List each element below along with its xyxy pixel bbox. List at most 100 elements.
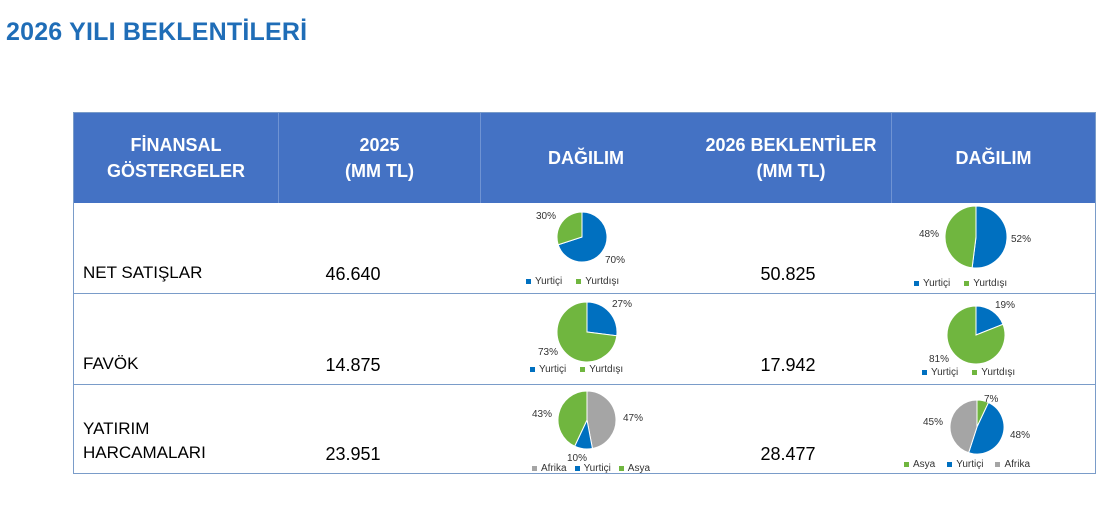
pie-chart-net-sales-2026 (944, 205, 1008, 269)
header-2026: 2026 BEKLENTİLER (MM TL) (705, 135, 877, 181)
page-title: 2026 YILI BEKLENTİLERİ (6, 18, 308, 46)
header-distribution-2026: DAĞILIM (955, 148, 1032, 168)
table-row-capex: YATIRIM HARCAMALARI 23.951 28.477 47% 10… (74, 385, 1095, 474)
pie-slice-yurtici (586, 301, 618, 337)
header-2025: 2025 (MM TL) (345, 135, 414, 181)
pct-label-yurtdisi: 73% (538, 347, 559, 358)
legend-item-asya: Asya (904, 459, 935, 470)
legend-item-yurtici: Yurtiçi (526, 276, 562, 287)
legend-swatch (947, 462, 953, 467)
pie-chart-ebitda-2025 (556, 301, 618, 363)
legend-label: Asya (913, 459, 936, 470)
legend-label: Yurtdışı (589, 364, 624, 375)
legend-swatch (914, 281, 919, 286)
value-2026: 50.825 (760, 264, 816, 284)
legend-label: Yurtiçi (539, 364, 567, 375)
pie-slice-yurtdisi (944, 205, 977, 269)
pct-label-yurtici: 27% (612, 299, 633, 310)
legend-swatch (618, 466, 624, 471)
pct-label-afrika: 45% (923, 417, 944, 428)
pie-slice-asya (557, 390, 588, 447)
legend-swatch (964, 281, 970, 286)
pct-label-asya: 43% (532, 409, 553, 420)
value-2026: 28.477 (760, 444, 816, 464)
pct-label-yurtdisi: 48% (919, 229, 940, 240)
pct-label-afrika: 47% (623, 413, 644, 424)
pie-slice-yurtici (968, 401, 1005, 455)
legend-label: Yurtdışı (973, 278, 1008, 289)
table-row-net-sales: NET SATIŞLAR 46.640 50.825 30% 70% Yurti… (74, 203, 1095, 294)
legend-label: Yurtiçi (583, 463, 611, 474)
legend-swatch (904, 462, 909, 467)
legend-label: Yurtiçi (923, 278, 951, 289)
legend-swatch (576, 279, 582, 284)
legend-item-yurtici: Yurtiçi (530, 364, 566, 375)
header-divider (891, 113, 892, 203)
legend-label: Afrika (541, 463, 567, 474)
legend-label: Yurtiçi (535, 276, 563, 287)
pct-label-yurtdisi: 81% (929, 354, 950, 365)
pie-slice-yurtdisi (946, 305, 1006, 365)
pct-label-yurtici: 52% (1011, 234, 1032, 245)
table-header: FİNANSAL GÖSTERGELER 2025 (MM TL) DAĞILI… (74, 113, 1095, 203)
pie-chart-capex-2026 (949, 399, 1005, 455)
row-label: YATIRIM HARCAMALARI (83, 419, 206, 462)
legend-label: Asya (627, 463, 651, 474)
legend-label: Yurtiçi (956, 459, 984, 470)
pie-slice-yurtdisi (556, 301, 618, 363)
row-label: FAVÖK (83, 354, 139, 373)
legend-item-asya: Asya (618, 463, 651, 474)
pie-slice-afrika (586, 390, 617, 450)
pie-chart-capex-2025 (557, 390, 617, 450)
legend-label: Yurtdışı (585, 276, 620, 287)
legend-capex-2026: Asya Yurtiçi Afrika (904, 459, 1030, 470)
value-2025: 14.875 (325, 355, 381, 375)
header-divider (480, 113, 481, 203)
legend-swatch (922, 370, 927, 375)
value-2026: 17.942 (760, 355, 816, 375)
header-indicators: FİNANSAL GÖSTERGELER (106, 135, 245, 181)
pie-slice-afrika (949, 399, 978, 454)
pie-slice-yurtdisi (556, 211, 583, 246)
legend-item-yurtdisi: Yurtdışı (964, 278, 1007, 289)
table-row-ebitda: FAVÖK 14.875 17.942 27% 73% Yurtiçi Yurtd… (74, 294, 1095, 385)
legend-swatch (995, 462, 1001, 467)
legend-swatch (532, 466, 537, 471)
pct-label-yurtdisi: 30% (536, 211, 557, 222)
legend-swatch (526, 279, 531, 284)
legend-swatch (580, 367, 586, 372)
header-distribution-2025: DAĞILIM (548, 148, 624, 168)
legend-item-yurtici: Yurtiçi (922, 367, 958, 378)
header-divider (278, 113, 279, 203)
pct-label-yurtici: 19% (995, 300, 1016, 311)
legend-item-yurtici: Yurtiçi (914, 278, 950, 289)
pct-label-yurtici: 48% (1010, 430, 1031, 441)
legend-item-yurtdisi: Yurtdışı (580, 364, 623, 375)
legend-net-sales-2026: Yurtiçi Yurtdışı (914, 278, 1007, 289)
legend-swatch (972, 370, 978, 375)
legend-item-afrika: Afrika (995, 459, 1030, 470)
legend-label: Yurtdışı (981, 367, 1016, 378)
legend-item-afrika: Afrika (532, 463, 567, 474)
financial-expectations-table: FİNANSAL GÖSTERGELER 2025 (MM TL) DAĞILI… (73, 112, 1096, 474)
pie-slice-yurtici (971, 205, 1008, 269)
legend-ebitda-2026: Yurtiçi Yurtdışı (922, 367, 1015, 378)
legend-label: Afrika (1004, 459, 1031, 470)
pct-label-yurtici: 70% (605, 255, 626, 266)
legend-ebitda-2025: Yurtiçi Yurtdışı (530, 364, 623, 375)
legend-label: Yurtiçi (931, 367, 959, 378)
pie-slice-yurtici (557, 211, 608, 263)
legend-item-yurtdisi: Yurtdışı (576, 276, 619, 287)
pie-chart-net-sales-2025 (556, 211, 608, 263)
legend-item-yurtici: Yurtiçi (947, 459, 983, 470)
value-2025: 23.951 (325, 444, 381, 464)
value-2025: 46.640 (325, 264, 381, 284)
legend-item-yurtdisi: Yurtdışı (972, 367, 1015, 378)
legend-item-yurtici: Yurtiçi (574, 463, 611, 474)
legend-net-sales-2025: Yurtiçi Yurtdışı (526, 276, 619, 287)
pct-label-asya: 7% (984, 394, 999, 405)
pie-chart-ebitda-2026 (946, 305, 1006, 365)
pct-label-yurtici: 10% (567, 453, 588, 464)
legend-swatch (530, 367, 535, 372)
legend-capex-2025: Afrika Yurtiçi Asya (532, 463, 650, 474)
